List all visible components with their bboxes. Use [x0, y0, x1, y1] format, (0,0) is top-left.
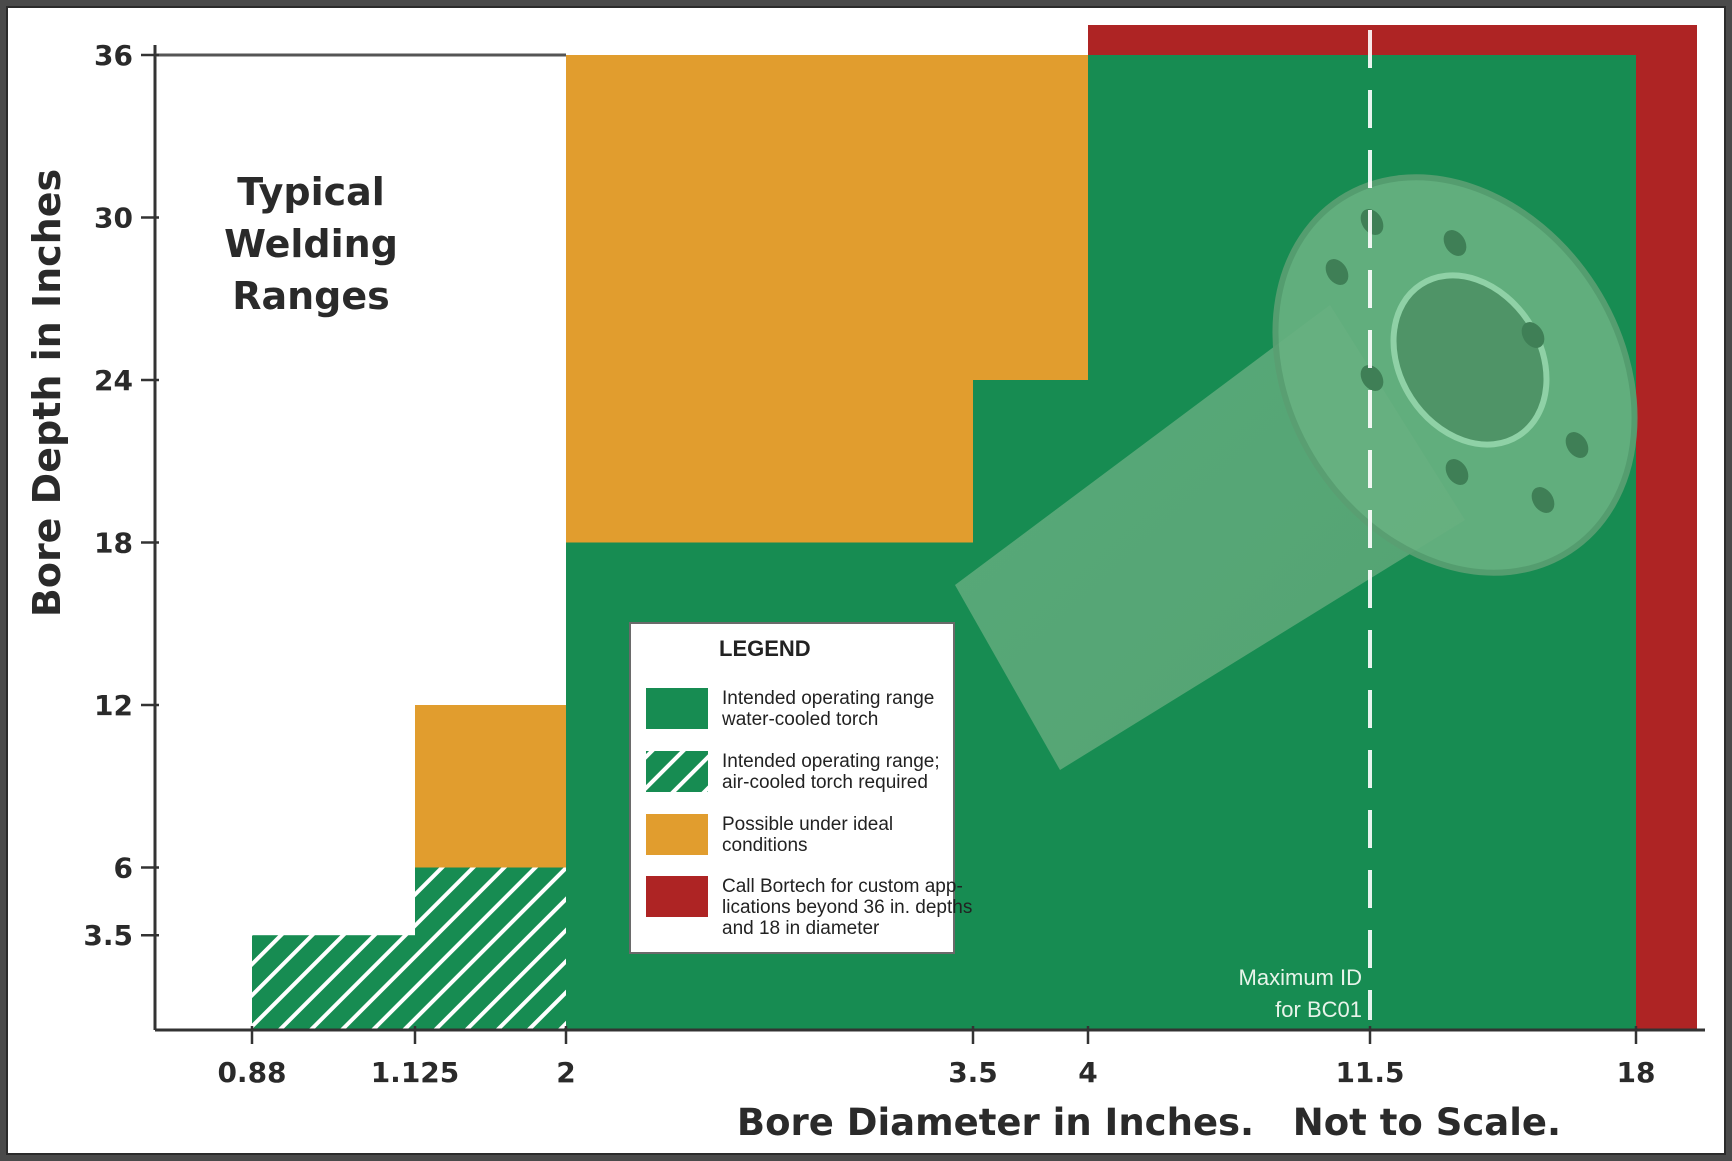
- y-tick-label: 24: [94, 364, 133, 397]
- legend-label-possible: Possible under ideal: [722, 814, 893, 835]
- legend-swatch-custom: [646, 876, 708, 917]
- x-tick-label: 18: [1617, 1056, 1656, 1089]
- flange-bolt-hole: [1565, 432, 1589, 458]
- x-axis-title: Bore Diameter in Inches. Not to Scale.: [737, 1101, 1561, 1144]
- legend-label-custom: and 18 in diameter: [722, 918, 880, 939]
- region-possible: [973, 55, 1088, 380]
- flange-bolt-hole: [1531, 487, 1555, 513]
- legend: LEGEND Intended operating rangewater-cool…: [629, 622, 972, 954]
- region-air-cooled: [252, 935, 415, 1030]
- y-tick-label: 12: [94, 689, 133, 722]
- flange-bolt-hole: [1445, 459, 1469, 485]
- y-tick-label: 36: [94, 39, 133, 72]
- x-tick-label: 4: [1078, 1056, 1097, 1089]
- x-tick-label: 3.5: [948, 1056, 998, 1089]
- legend-title: LEGEND: [719, 636, 811, 661]
- axes-layer: [141, 30, 1705, 1044]
- x-tick-label: 11.5: [1335, 1056, 1404, 1089]
- chart-title-line: Welding: [224, 222, 398, 266]
- labels-layer: 36 30 24 18 12 6 3.5 0.88 1.125 2 3.5 4 11.5 18 Bore D…: [25, 39, 1655, 1144]
- legend-label-custom: Call Bortech for custom app-: [722, 876, 963, 897]
- legend-label-custom: lications beyond 36 in. depths: [722, 897, 972, 918]
- legend-label-water-cooled: water-cooled torch: [721, 709, 878, 730]
- flange-bolt-hole: [1521, 322, 1545, 348]
- y-tick-label: 3.5: [83, 919, 133, 952]
- flange-bore: [1390, 272, 1550, 448]
- y-axis-title: Bore Depth in Inches: [25, 169, 69, 617]
- region-custom: [1088, 25, 1697, 55]
- region-possible: [566, 55, 973, 543]
- pipe-illustration: [955, 174, 1638, 770]
- flange-bolt-hole: [1443, 230, 1467, 256]
- y-tick-label: 18: [94, 527, 133, 560]
- legend-label-air-cooled: Intended operating range;: [722, 751, 940, 772]
- legend-label-possible: conditions: [722, 835, 808, 856]
- x-tick-label: 0.88: [217, 1056, 286, 1089]
- legend-swatch-possible: [646, 814, 708, 855]
- legend-label-air-cooled: air-cooled torch required: [722, 772, 928, 793]
- flange-bolt-hole: [1325, 259, 1349, 285]
- x-tick-label: 1.125: [371, 1056, 460, 1089]
- x-tick-label: 2: [556, 1056, 575, 1089]
- max-id-annotation: for BC01: [1275, 997, 1362, 1022]
- region-custom: [1636, 25, 1697, 1030]
- region-possible: [415, 705, 566, 868]
- chart-title-line: Typical: [237, 170, 385, 214]
- y-tick-label: 30: [94, 202, 133, 235]
- region-air-cooled: [415, 867, 566, 1030]
- legend-label-water-cooled: Intended operating range: [722, 688, 934, 709]
- max-id-annotation: Maximum ID: [1239, 965, 1362, 990]
- legend-swatch-water-cooled: [646, 688, 708, 729]
- y-tick-label: 6: [114, 852, 133, 885]
- legend-swatch-air-cooled: [646, 751, 708, 792]
- chart-title-line: Ranges: [232, 274, 390, 318]
- flange-bolt-hole: [1360, 365, 1384, 391]
